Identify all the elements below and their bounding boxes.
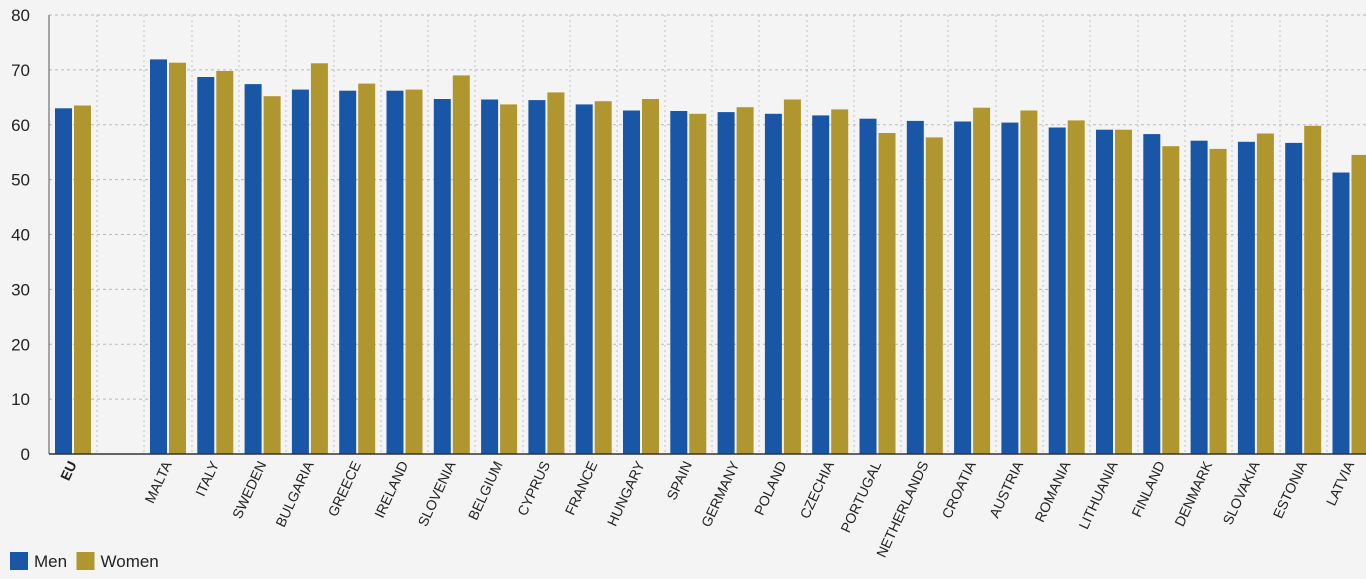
- x-category-label: FINLAND: [1128, 459, 1168, 520]
- y-tick-label: 30: [11, 280, 30, 299]
- bar-men-croatia: [954, 122, 971, 455]
- x-category-label: DENMARK: [1171, 458, 1215, 529]
- bar-men-netherlands: [907, 121, 924, 454]
- x-category-label: ESTONIA: [1270, 458, 1311, 521]
- y-tick-label: 40: [11, 226, 30, 245]
- bar-men-malta: [150, 59, 167, 454]
- legend-swatch-women: [77, 552, 95, 570]
- bar-women-netherlands: [926, 137, 943, 454]
- legend: Men Women: [10, 552, 159, 571]
- bar-men-hungary: [623, 111, 640, 455]
- bar-men-lithuania: [1096, 130, 1113, 454]
- bar-men-austria: [1001, 123, 1018, 454]
- bars: [55, 59, 1366, 454]
- y-tick-label: 0: [21, 445, 30, 464]
- y-tick-label: 60: [11, 116, 30, 135]
- x-category-label: AUSTRIA: [986, 458, 1026, 520]
- x-category-label: ROMANIA: [1031, 458, 1073, 525]
- bar-men-italy: [197, 77, 214, 454]
- bar-women-ireland: [406, 90, 423, 454]
- bar-men-bulgaria: [292, 90, 309, 454]
- bar-women-cyprus: [547, 92, 564, 454]
- bar-men-cyprus: [528, 100, 545, 454]
- bar-women-slovenia: [453, 75, 470, 454]
- x-category-label: FRANCE: [562, 459, 601, 518]
- y-tick-label: 50: [11, 171, 30, 190]
- bar-men-eu: [55, 108, 72, 454]
- x-category-label: ITALY: [192, 458, 222, 499]
- bar-women-slovakia: [1257, 134, 1274, 455]
- bar-women-greece: [358, 84, 375, 454]
- bar-men-sweden: [245, 84, 262, 454]
- bar-men-poland: [765, 114, 782, 454]
- bar-women-spain: [689, 114, 706, 454]
- x-category-label: SLOVENIA: [414, 458, 458, 529]
- bar-women-belgium: [500, 104, 517, 454]
- bar-men-greece: [339, 91, 356, 454]
- y-tick-label: 70: [11, 61, 30, 80]
- bar-women-lithuania: [1115, 130, 1132, 454]
- x-category-label: BELGIUM: [465, 459, 506, 523]
- bar-men-estonia: [1285, 143, 1302, 454]
- x-category-label: MALTA: [141, 458, 175, 506]
- bar-women-eu: [74, 106, 91, 455]
- x-category-label: EU: [57, 459, 80, 483]
- bar-men-romania: [1049, 128, 1066, 455]
- x-category-label: CROATIA: [938, 458, 979, 521]
- bar-women-hungary: [642, 99, 659, 454]
- bar-women-malta: [169, 63, 186, 454]
- x-category-label: SLOVAKIA: [1219, 458, 1263, 527]
- legend-swatch-men: [10, 552, 28, 570]
- x-category-label: CYPRUS: [514, 459, 553, 519]
- x-category-label: NETHERLANDS: [873, 459, 932, 560]
- x-category-label: LITHUANIA: [1075, 458, 1121, 532]
- bar-women-italy: [216, 71, 233, 454]
- bar-men-france: [576, 104, 593, 454]
- bar-men-ireland: [387, 91, 404, 454]
- bar-men-germany: [718, 112, 735, 454]
- bar-women-romania: [1068, 120, 1085, 454]
- bar-men-slovenia: [434, 99, 451, 454]
- x-category-label: LATVIA: [1323, 458, 1358, 508]
- y-tick-label: 20: [11, 335, 30, 354]
- bar-men-denmark: [1191, 141, 1208, 454]
- x-category-label: SWEDEN: [229, 459, 269, 521]
- bar-women-portugal: [879, 133, 896, 454]
- bar-women-poland: [784, 100, 801, 455]
- x-category-label: SPAIN: [663, 459, 695, 503]
- bar-men-czechia: [812, 115, 829, 454]
- bar-men-belgium: [481, 100, 498, 455]
- bar-women-croatia: [973, 108, 990, 454]
- bar-men-slovakia: [1238, 142, 1255, 454]
- x-category-label: IRELAND: [371, 459, 411, 521]
- bar-women-finland: [1162, 146, 1179, 454]
- bar-women-austria: [1020, 111, 1037, 455]
- x-category-label: GERMANY: [698, 458, 743, 530]
- x-category-label: HUNGARY: [604, 458, 648, 529]
- legend-label-men: Men: [34, 552, 67, 571]
- bar-women-czechia: [831, 109, 848, 454]
- bar-women-denmark: [1210, 149, 1227, 454]
- bar-women-estonia: [1304, 126, 1321, 454]
- bar-women-france: [595, 101, 612, 454]
- x-category-label: PORTUGAL: [837, 458, 884, 535]
- legend-label-women: Women: [101, 552, 159, 571]
- bar-men-portugal: [860, 119, 877, 454]
- x-category-label: CZECHIA: [796, 458, 837, 521]
- bar-women-latvia: [1352, 155, 1366, 454]
- bar-men-latvia: [1333, 173, 1350, 455]
- x-category-label: POLAND: [751, 459, 790, 518]
- x-category-label: GREECE: [324, 459, 363, 519]
- bar-men-spain: [670, 111, 687, 454]
- bar-women-germany: [737, 107, 754, 454]
- y-tick-label: 80: [11, 6, 30, 25]
- y-tick-label: 10: [11, 390, 30, 409]
- bar-men-finland: [1143, 134, 1160, 454]
- bar-women-sweden: [264, 96, 281, 454]
- bar-women-bulgaria: [311, 63, 328, 454]
- x-category-label: BULGARIA: [272, 458, 317, 530]
